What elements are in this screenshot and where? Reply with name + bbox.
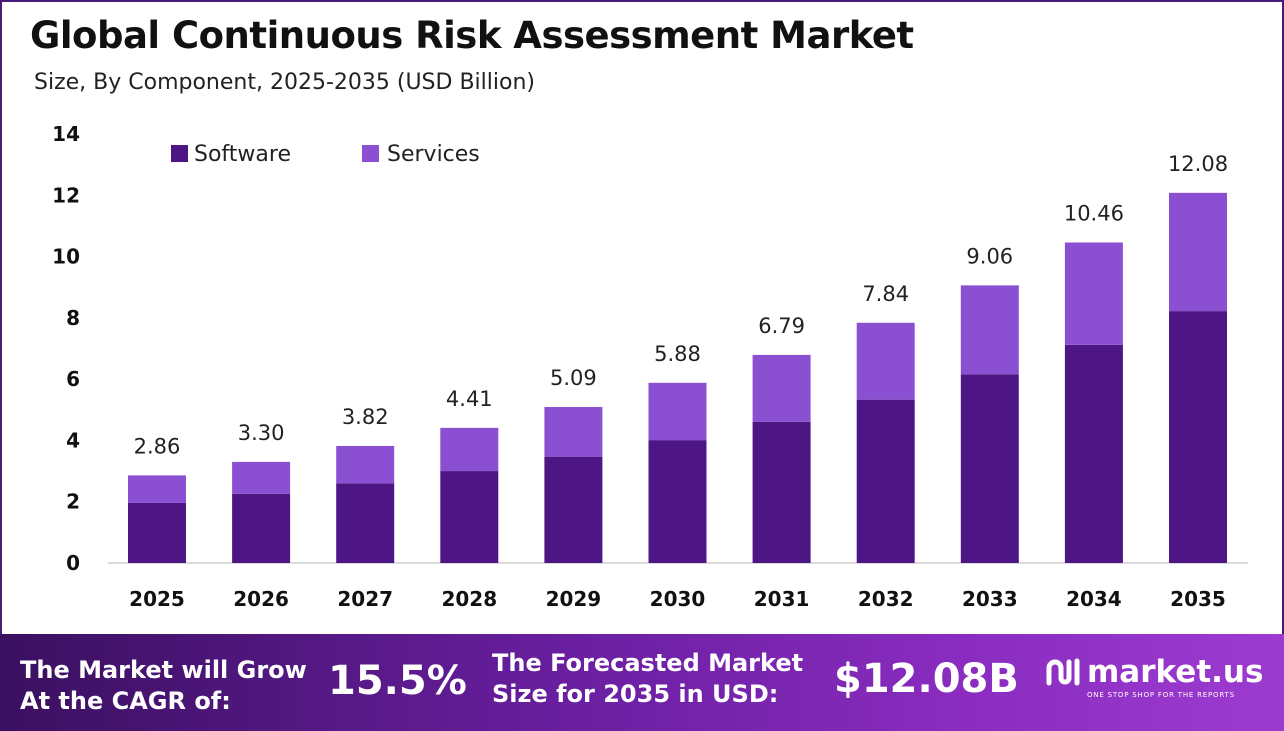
brand-name: market.us [1087, 654, 1264, 690]
legend-label-services: Services [387, 142, 480, 167]
cagr-label: The Market will Grow At the CAGR of: [20, 655, 307, 717]
forecast-label-line2: Size for 2035 in USD: [492, 680, 779, 708]
bar-services-2027 [336, 445, 395, 484]
forecast-value: $12.08B [834, 656, 1019, 702]
bar-services-2034 [1064, 242, 1123, 345]
legend-swatch-software [171, 145, 188, 162]
y-tick-label: 2 [66, 490, 80, 514]
x-tick-label: 2029 [546, 587, 602, 611]
bar-services-2030 [648, 382, 707, 441]
bar-software-2031 [752, 421, 811, 563]
bar-services-2031 [752, 354, 811, 422]
y-tick-label: 10 [52, 245, 80, 269]
bar-services-2025 [128, 475, 186, 503]
y-tick-label: 12 [52, 183, 80, 207]
data-label-total: 6.79 [758, 314, 805, 338]
x-tick-label: 2031 [754, 587, 810, 611]
bar-software-2027 [336, 483, 395, 563]
x-tick-label: 2033 [962, 587, 1018, 611]
bar-services-2028 [440, 427, 499, 472]
cagr-label-line1: The Market will Grow [20, 656, 307, 684]
data-label-total: 5.88 [654, 342, 701, 366]
y-tick-label: 6 [66, 367, 80, 391]
data-label-total: 9.06 [966, 244, 1013, 268]
bar-software-2033 [960, 374, 1019, 563]
data-label-total: 4.41 [446, 387, 493, 411]
data-label-total: 12.08 [1168, 152, 1228, 176]
bar-services-2033 [960, 285, 1019, 375]
bar-services-2035 [1169, 192, 1227, 312]
brand-tagline: ONE STOP SHOP FOR THE REPORTS [1087, 691, 1235, 699]
x-tick-label: 2027 [337, 587, 393, 611]
bar-software-2035 [1169, 311, 1227, 563]
bar-software-2026 [232, 493, 291, 563]
x-tick-label: 2032 [858, 587, 914, 611]
y-tick-label: 8 [66, 306, 80, 330]
bar-software-2025 [128, 502, 186, 563]
x-tick-label: 2034 [1066, 587, 1122, 611]
bar-software-2029 [544, 456, 603, 563]
bar-services-2032 [856, 322, 915, 400]
bar-services-2029 [544, 407, 603, 457]
data-label-total: 10.46 [1064, 201, 1124, 225]
chart-subtitle: Size, By Component, 2025-2035 (USD Billi… [34, 70, 535, 95]
x-tick-label: 2030 [650, 587, 706, 611]
forecast-label: The Forecasted Market Size for 2035 in U… [492, 648, 803, 710]
data-label-total: 5.09 [550, 366, 597, 390]
bar-software-2034 [1064, 344, 1123, 563]
data-label-total: 7.84 [862, 282, 909, 306]
x-tick-label: 2035 [1170, 587, 1226, 611]
y-tick-label: 14 [52, 122, 80, 146]
legend-swatch-services [362, 145, 379, 162]
bar-software-2028 [440, 471, 499, 563]
cagr-label-line2: At the CAGR of: [20, 687, 231, 715]
forecast-label-line1: The Forecasted Market [492, 649, 804, 677]
bar-software-2030 [648, 440, 707, 563]
y-tick-label: 0 [66, 551, 80, 575]
chart-title: Global Continuous Risk Assessment Market [30, 14, 914, 57]
data-label-total: 3.82 [342, 405, 389, 429]
x-tick-label: 2025 [129, 587, 185, 611]
bar-services-2026 [232, 461, 291, 494]
bar-software-2032 [856, 399, 915, 563]
x-tick-label: 2028 [441, 587, 497, 611]
bar-chart: 0 2 4 6 8 10 12 14 2.86 2025 3.30 2026 3.82 2027 4.41 2… [52, 122, 1248, 611]
cagr-value: 15.5% [328, 658, 467, 704]
x-tick-label: 2026 [233, 587, 289, 611]
legend-label-software: Software [194, 142, 291, 167]
data-label-total: 3.30 [238, 421, 285, 445]
market-us-logo-icon [1046, 658, 1080, 686]
footer-banner: The Market will Grow At the CAGR of: 15.… [0, 634, 1284, 731]
y-tick-label: 4 [66, 428, 80, 452]
data-label-total: 2.86 [134, 434, 181, 458]
